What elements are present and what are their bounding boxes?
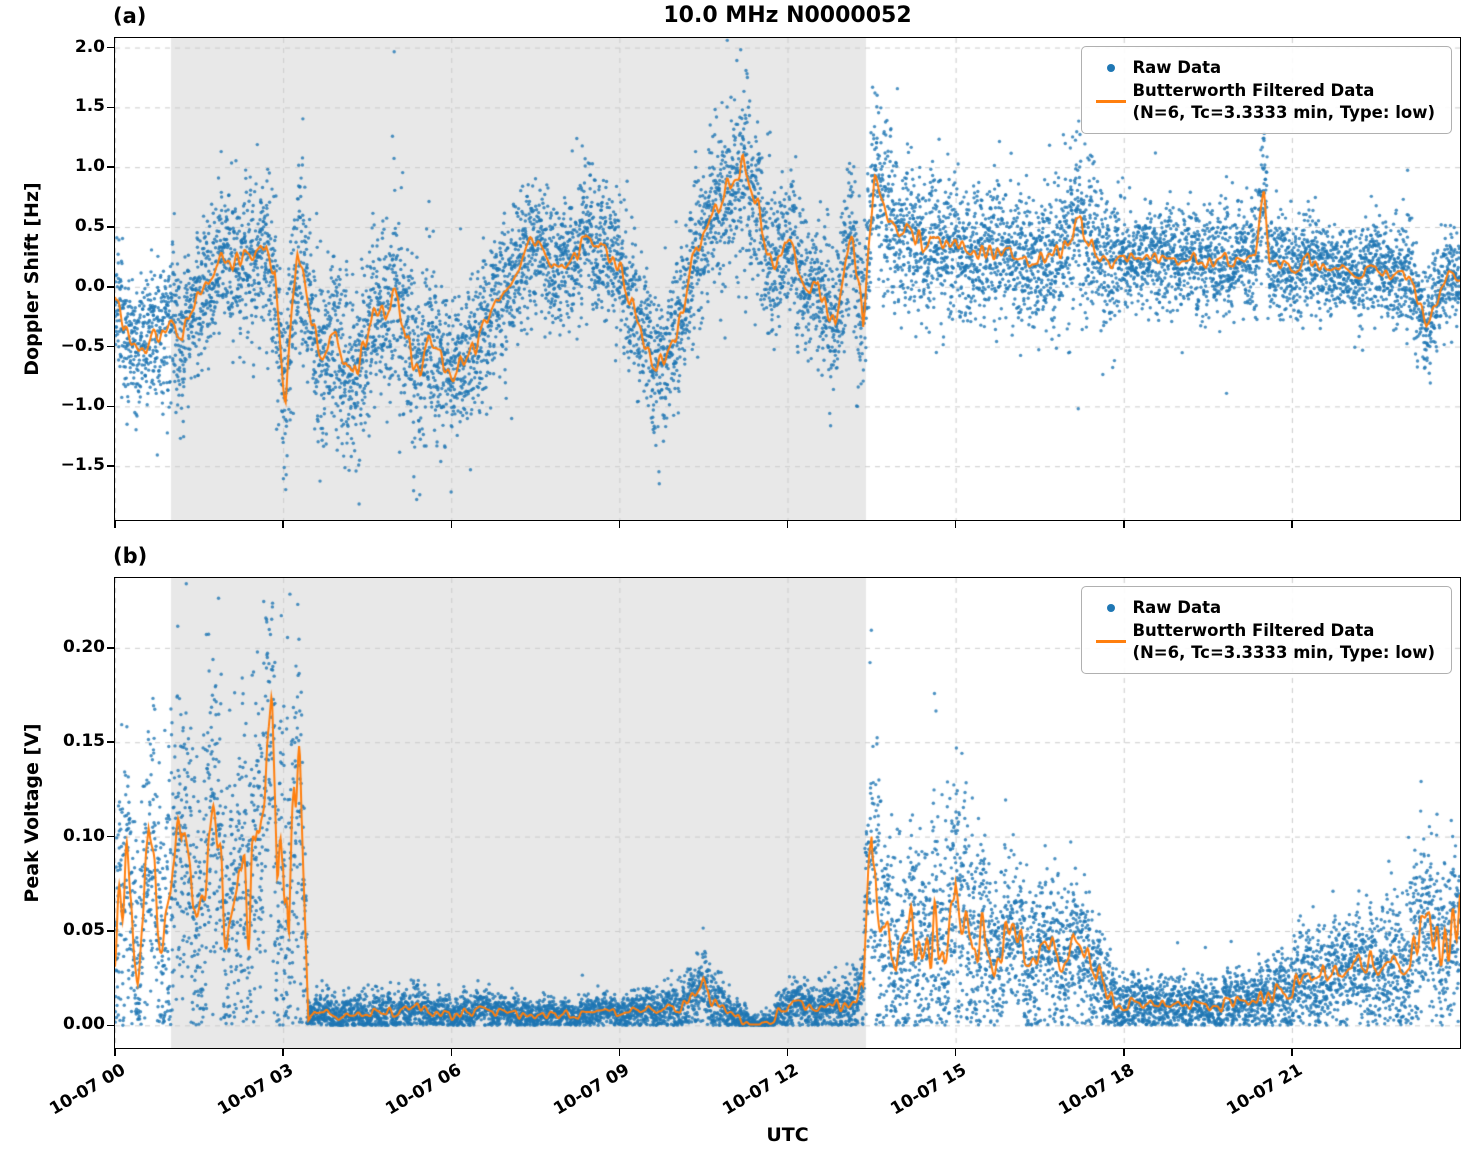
legend-filtered-entry: Butterworth Filtered Data (N=6, Tc=3.333… bbox=[1090, 620, 1435, 663]
y-tick-label: 1.5 bbox=[74, 96, 105, 117]
y-tick-label: −0.5 bbox=[60, 335, 105, 356]
panel-b-tag: (b) bbox=[113, 544, 148, 568]
x-tick-mark bbox=[954, 1049, 957, 1056]
legend-raw-label: Raw Data bbox=[1132, 58, 1222, 77]
x-tick-mark bbox=[786, 521, 789, 528]
x-tick-mark bbox=[1291, 1049, 1293, 1056]
x-tick-label: 10-07 09 bbox=[550, 1060, 634, 1120]
x-tick-mark bbox=[114, 521, 116, 528]
legend-filtered-entry: Butterworth Filtered Data (N=6, Tc=3.333… bbox=[1090, 80, 1435, 123]
legend-filtered-label-line1: Butterworth Filtered Data bbox=[1132, 621, 1375, 641]
y-tick-mark bbox=[107, 405, 114, 408]
chart-title: 10.0 MHz N0000052 bbox=[663, 3, 912, 28]
y-tick-mark bbox=[107, 741, 114, 743]
panel-a-legend: Raw Data Butterworth Filtered Data (N=6,… bbox=[1081, 46, 1452, 135]
raw-data-marker-icon bbox=[1107, 63, 1116, 72]
y-tick-label: 0.00 bbox=[63, 1014, 105, 1035]
x-tick-label: 10-07 00 bbox=[46, 1060, 129, 1120]
y-tick-mark bbox=[107, 465, 114, 467]
y-tick-label: 0.20 bbox=[63, 636, 105, 657]
y-tick-label: −1.5 bbox=[60, 455, 105, 476]
y-tick-label: −1.0 bbox=[60, 395, 105, 416]
y-tick-mark bbox=[107, 930, 114, 932]
y-tick-mark bbox=[107, 286, 114, 288]
legend-filtered-label-line2: (N=6, Tc=3.3333 min, Type: low) bbox=[1132, 642, 1435, 662]
x-tick-mark bbox=[1291, 521, 1293, 528]
raw-data-marker-icon bbox=[1107, 603, 1116, 612]
x-tick-mark bbox=[1123, 1049, 1125, 1056]
x-tick-mark bbox=[282, 521, 284, 528]
x-axis-label: UTC bbox=[766, 1124, 809, 1146]
y-tick-mark bbox=[107, 46, 114, 49]
y-tick-label: 0.10 bbox=[63, 825, 105, 846]
legend-raw-entry: Raw Data bbox=[1090, 57, 1435, 78]
y-tick-mark bbox=[107, 226, 114, 228]
y-tick-mark bbox=[107, 835, 114, 838]
y-tick-mark bbox=[107, 166, 114, 168]
y-tick-mark bbox=[107, 647, 114, 649]
y-tick-mark bbox=[107, 106, 114, 109]
panel-a-tag: (a) bbox=[113, 4, 147, 28]
y-tick-label: 0.15 bbox=[63, 731, 105, 752]
x-tick-mark bbox=[618, 521, 621, 528]
x-tick-label: 10-07 06 bbox=[382, 1060, 466, 1120]
y-tick-label: 0.0 bbox=[74, 275, 105, 296]
y-tick-mark bbox=[107, 1024, 114, 1027]
y-tick-label: 2.0 bbox=[74, 36, 105, 57]
y-tick-label: 1.0 bbox=[74, 156, 105, 177]
legend-raw-label: Raw Data bbox=[1132, 598, 1222, 617]
x-tick-label: 10-07 03 bbox=[214, 1060, 298, 1120]
x-tick-mark bbox=[450, 521, 452, 528]
x-tick-label: 10-07 15 bbox=[886, 1060, 970, 1120]
y-tick-label: 0.5 bbox=[74, 215, 105, 236]
x-tick-mark bbox=[114, 1049, 116, 1056]
x-tick-mark bbox=[954, 521, 957, 528]
y-tick-label: 0.05 bbox=[63, 919, 105, 940]
x-tick-mark bbox=[786, 1049, 789, 1056]
x-tick-label: 10-07 21 bbox=[1223, 1060, 1306, 1120]
x-tick-mark bbox=[282, 1049, 284, 1056]
legend-filtered-label-line2: (N=6, Tc=3.3333 min, Type: low) bbox=[1132, 102, 1435, 122]
panel-b-legend: Raw Data Butterworth Filtered Data (N=6,… bbox=[1081, 586, 1452, 675]
filtered-line-marker-icon bbox=[1096, 640, 1127, 644]
legend-filtered-label-line1: Butterworth Filtered Data bbox=[1132, 81, 1375, 101]
legend-raw-entry: Raw Data bbox=[1090, 597, 1435, 618]
x-tick-mark bbox=[618, 1049, 621, 1056]
filtered-line-marker-icon bbox=[1096, 100, 1127, 104]
y-tick-mark bbox=[107, 345, 114, 348]
x-tick-mark bbox=[450, 1049, 452, 1056]
x-tick-label: 10-07 18 bbox=[1055, 1060, 1138, 1120]
x-tick-label: 10-07 12 bbox=[718, 1060, 802, 1120]
x-tick-mark bbox=[1123, 521, 1125, 528]
